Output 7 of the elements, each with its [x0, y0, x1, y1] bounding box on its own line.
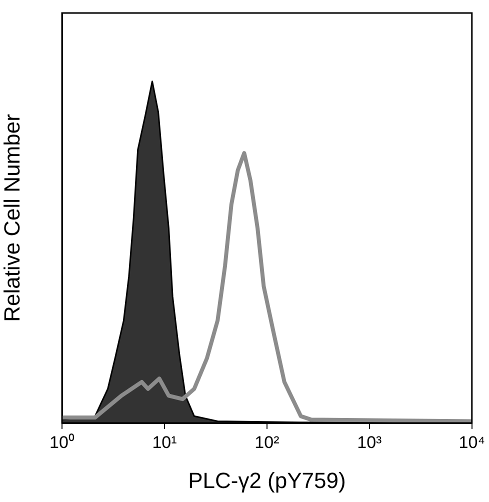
x-tick-label: 10² — [254, 432, 280, 452]
x-axis-title: PLC-γ2 (pY759) — [188, 468, 346, 493]
x-tick-label: 10⁴ — [458, 432, 485, 452]
x-tick-label: 10¹ — [152, 432, 178, 452]
y-axis-title: Relative Cell Number — [0, 114, 24, 322]
x-tick-label: 10⁰ — [50, 432, 74, 452]
x-tick-label: 10³ — [357, 432, 382, 452]
